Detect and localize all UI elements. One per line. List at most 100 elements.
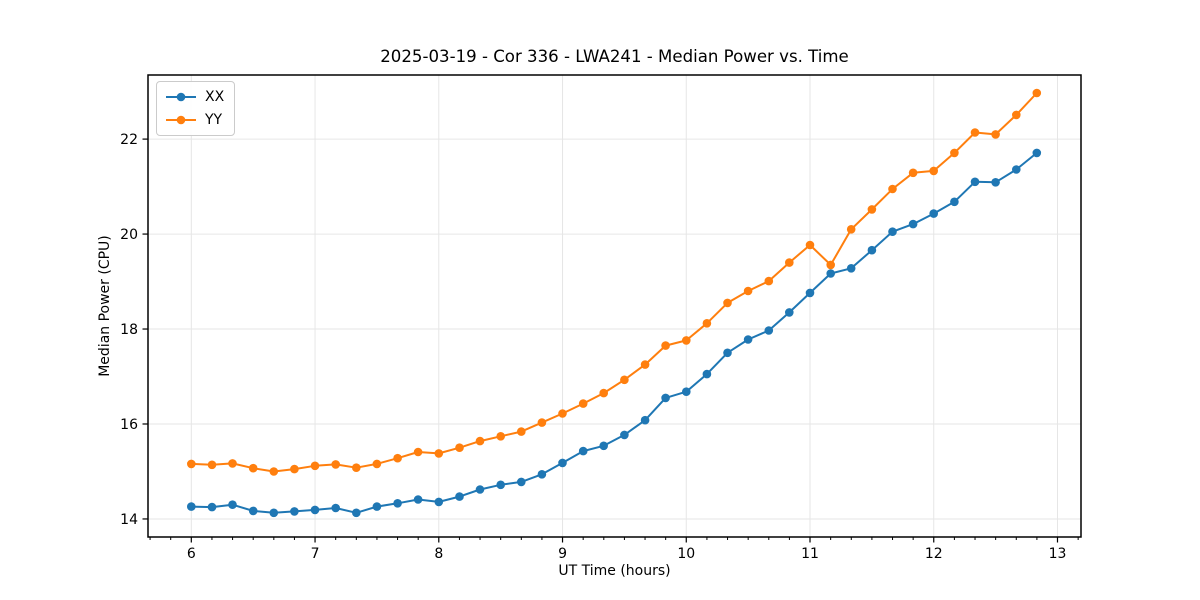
data-point-marker xyxy=(805,240,815,250)
y-major-ticks: 14 16 18 20 22 xyxy=(120,132,148,528)
x-axis-label: UT Time (hours) xyxy=(558,563,671,579)
data-point-marker xyxy=(929,166,938,176)
data-point-marker xyxy=(413,447,423,457)
x-tick-label: 12 xyxy=(925,546,943,562)
data-point-marker xyxy=(310,461,320,471)
data-point-marker xyxy=(723,348,732,358)
x-major-ticks: 6 7 8 9 10 11 12 13 xyxy=(187,537,1067,562)
data-point-marker xyxy=(269,467,279,476)
legend-item-xx: XX xyxy=(165,87,224,107)
data-point-marker xyxy=(372,459,382,469)
data-point-marker xyxy=(1032,88,1042,98)
data-point-marker xyxy=(558,409,567,418)
data-point-marker xyxy=(764,276,774,286)
data-point-marker xyxy=(702,369,712,379)
data-point-marker xyxy=(991,130,1000,139)
series-xx-markers xyxy=(187,148,1042,518)
x-tick-label: 7 xyxy=(311,546,320,562)
data-point-marker xyxy=(991,178,1000,187)
data-point-marker xyxy=(475,436,485,446)
data-point-marker xyxy=(331,503,341,513)
data-point-marker xyxy=(723,298,732,308)
chart-title: 2025-03-19 - Cor 336 - LWA241 - Median P… xyxy=(380,47,849,66)
legend-series-label: XX xyxy=(205,89,225,105)
data-point-marker xyxy=(743,286,753,296)
data-point-marker xyxy=(640,360,650,369)
legend-series-label: YY xyxy=(205,112,223,128)
data-point-marker xyxy=(372,502,382,511)
x-tick-label: 10 xyxy=(677,546,695,562)
y-tick-label: 18 xyxy=(120,322,138,338)
data-point-marker xyxy=(950,148,959,158)
data-point-marker xyxy=(248,506,258,516)
data-point-marker xyxy=(826,260,835,270)
legend-item-yy: YY xyxy=(165,110,224,130)
data-point-marker xyxy=(537,470,547,479)
data-point-marker xyxy=(888,184,897,194)
data-point-marker xyxy=(455,443,464,453)
grid xyxy=(148,75,1081,537)
data-point-marker xyxy=(187,502,196,511)
data-point-marker xyxy=(496,432,506,441)
data-point-marker xyxy=(599,441,608,451)
series-yy-markers xyxy=(187,88,1042,476)
data-point-marker xyxy=(517,477,526,487)
data-point-marker xyxy=(682,336,691,345)
legend: XX YY xyxy=(156,81,236,136)
data-point-marker xyxy=(269,508,279,518)
data-point-marker xyxy=(640,415,650,425)
x-tick-label: 9 xyxy=(558,546,567,562)
data-point-marker xyxy=(496,480,506,490)
data-point-marker xyxy=(475,485,485,494)
data-point-marker xyxy=(950,197,959,207)
data-point-marker xyxy=(785,308,794,317)
x-tick-label: 13 xyxy=(1049,546,1067,562)
data-point-marker xyxy=(517,427,526,436)
data-point-marker xyxy=(826,269,835,278)
data-point-marker xyxy=(929,209,938,218)
data-point-marker xyxy=(310,505,320,515)
x-tick-label: 8 xyxy=(434,546,443,562)
data-point-marker xyxy=(248,463,258,473)
data-point-marker xyxy=(1012,165,1021,174)
series-xx xyxy=(187,148,1042,518)
y-tick-label: 14 xyxy=(120,512,138,528)
data-point-marker xyxy=(661,341,670,350)
data-point-marker xyxy=(434,449,444,458)
data-point-marker xyxy=(805,288,815,298)
data-point-marker xyxy=(908,219,918,229)
data-point-marker xyxy=(393,453,402,463)
data-point-marker xyxy=(620,430,629,440)
data-point-marker xyxy=(228,459,237,468)
y-tick-label: 16 xyxy=(120,417,138,433)
data-point-marker xyxy=(558,458,567,468)
data-point-marker xyxy=(970,128,980,137)
data-point-marker xyxy=(970,177,980,187)
data-point-marker xyxy=(908,168,918,178)
data-point-marker xyxy=(599,388,608,398)
x-tick-label: 6 xyxy=(187,546,196,562)
data-point-marker xyxy=(846,225,856,234)
x-tick-label: 11 xyxy=(801,546,819,562)
data-point-marker xyxy=(207,502,217,512)
series-yy xyxy=(187,88,1042,476)
data-point-marker xyxy=(867,205,877,214)
data-point-marker xyxy=(702,319,712,328)
data-point-marker xyxy=(785,258,794,267)
data-point-marker xyxy=(393,499,402,508)
series-xx-line xyxy=(191,152,1038,514)
data-point-marker xyxy=(290,464,299,474)
data-point-marker xyxy=(1012,110,1021,120)
data-point-marker xyxy=(187,459,196,469)
data-point-marker xyxy=(413,495,423,504)
data-point-marker xyxy=(578,399,588,408)
data-point-marker xyxy=(455,492,464,501)
y-tick-label: 20 xyxy=(120,227,138,243)
data-point-marker xyxy=(434,497,444,507)
data-point-marker xyxy=(620,375,629,385)
y-tick-label: 22 xyxy=(120,132,138,148)
data-point-marker xyxy=(888,227,897,236)
data-point-marker xyxy=(331,460,341,469)
